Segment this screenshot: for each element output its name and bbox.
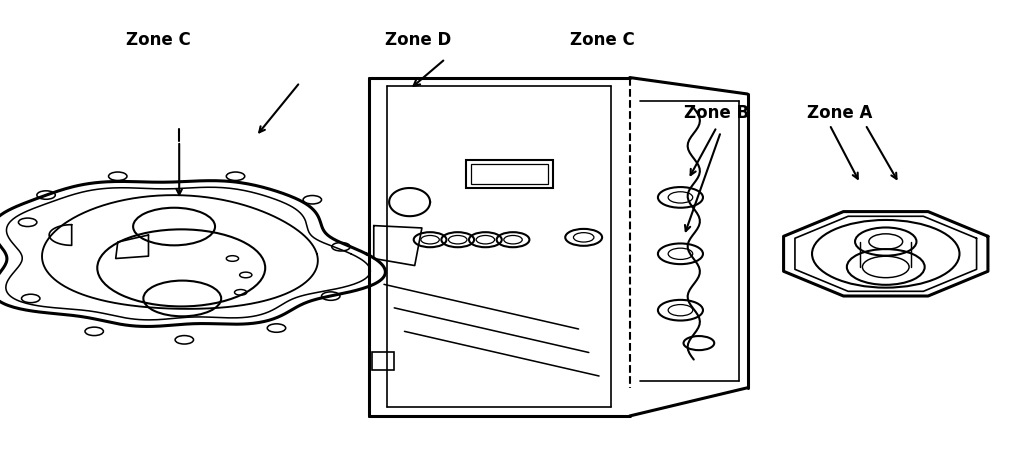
Text: Zone D: Zone D bbox=[385, 31, 451, 49]
Text: Zone C: Zone C bbox=[569, 31, 635, 49]
Text: Zone B: Zone B bbox=[684, 104, 750, 122]
Bar bbox=[466, 160, 553, 188]
Bar bbox=[471, 164, 548, 184]
Text: Zone A: Zone A bbox=[807, 104, 872, 122]
Text: Zone C: Zone C bbox=[126, 31, 191, 49]
Bar bbox=[372, 352, 394, 370]
